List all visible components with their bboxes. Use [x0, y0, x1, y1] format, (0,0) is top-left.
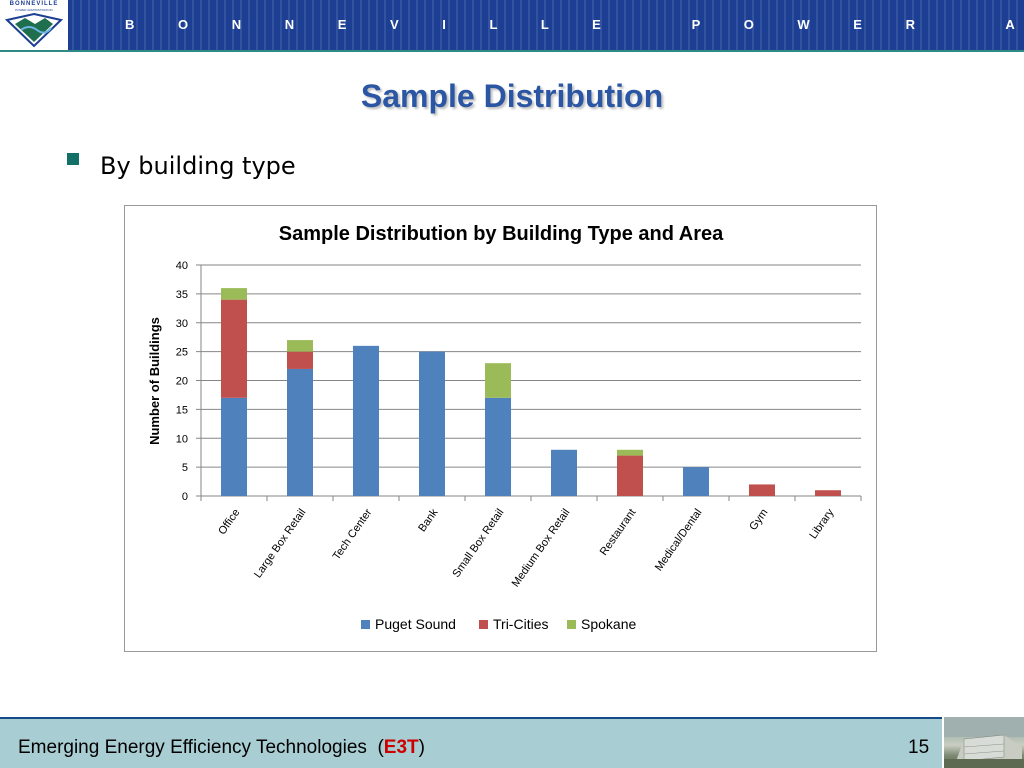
bar-segment: [419, 351, 445, 496]
x-tick-label: Tech Center: [331, 507, 375, 563]
legend-swatch: [361, 620, 370, 629]
bar-segment: [287, 340, 313, 352]
bullet-text: By building type: [100, 152, 296, 180]
header-divider: [0, 50, 1024, 52]
slide-title: Sample Distribution: [360, 78, 664, 114]
bar-segment: [617, 455, 643, 496]
bar-segment: [221, 288, 247, 300]
legend-label: Spokane: [581, 616, 636, 632]
bar-segment: [815, 490, 841, 496]
y-tick-label: 40: [176, 260, 188, 272]
bar-segment: [221, 299, 247, 398]
bpa-shield-logo-icon: [5, 12, 63, 48]
footer-close-paren: ): [418, 737, 425, 758]
bar-segment: [551, 449, 577, 496]
bar-segment: [287, 351, 313, 369]
legend-swatch: [567, 620, 576, 629]
bar-segment: [683, 467, 709, 496]
y-tick-label: 30: [176, 318, 188, 330]
legend-label: Puget Sound: [375, 616, 456, 632]
bar-segment: [221, 397, 247, 496]
square-bullet-icon: [67, 153, 79, 165]
organization-name: B O N N E V I L L E P O W E R A D M I N …: [125, 17, 1014, 32]
y-tick-label: 35: [176, 289, 188, 301]
x-tick-label: Large Box Retail: [252, 507, 308, 581]
x-tick-label: Library: [807, 506, 836, 541]
x-tick-label: Office: [216, 507, 242, 537]
bars: [221, 288, 841, 496]
footer-open-paren: (: [377, 737, 384, 758]
y-tick-label: 20: [176, 376, 188, 388]
footer-acronym: E3T: [383, 737, 419, 758]
page-number: 15: [908, 737, 930, 758]
building-photo-graphic: [944, 717, 1024, 768]
x-tick-label: Gym: [747, 507, 770, 533]
y-tick-label: 15: [176, 404, 188, 416]
y-tick-label: 25: [176, 347, 188, 359]
legend-label: Tri-Cities: [493, 616, 548, 632]
footer-title-text: Emerging Energy Efficiency Technologies: [18, 737, 367, 758]
building-photo-icon: [944, 717, 1024, 768]
bar-segment: [749, 484, 775, 496]
bar-segment: [485, 397, 511, 496]
bar-segment: [353, 345, 379, 496]
x-tick-label: Small Box Retail: [450, 507, 506, 580]
footer-bar: Emerging Energy Efficiency Technologies …: [0, 717, 942, 768]
bpa-logo: BONNEVILLE POWER ADMINISTRATION: [0, 0, 68, 50]
logo-text: BONNEVILLE: [9, 1, 59, 7]
x-tick-label: Medium Box Retail: [510, 507, 573, 590]
y-tick-label: 5: [182, 462, 188, 474]
legend: Puget Sound Tri-Cities Spokane: [361, 616, 636, 632]
x-tick-label: Bank: [416, 506, 440, 534]
stacked-bar-chart: Sample Distribution by Building Type and…: [147, 223, 862, 632]
y-tick-label: 10: [176, 433, 188, 445]
logo-subtext: POWER ADMINISTRATION: [15, 8, 53, 12]
chart-container: Sample Distribution by Building Type and…: [124, 205, 877, 652]
chart-title: Sample Distribution by Building Type and…: [279, 223, 724, 245]
y-tick-label: 0: [182, 491, 188, 503]
bar-segment: [617, 449, 643, 456]
y-axis-title: Number of Buildings: [147, 317, 162, 445]
header-banner: BONNEVILLE POWER ADMINISTRATION B O N N …: [0, 0, 1024, 50]
x-tick-label: Medical/Dental: [653, 507, 705, 573]
bar-segment: [485, 363, 511, 398]
banner-texture: [0, 0, 1024, 50]
legend-swatch: [479, 620, 488, 629]
footer-title: Emerging Energy Efficiency Technologies …: [18, 737, 425, 759]
x-tick-label: Restaurant: [598, 507, 639, 558]
bar-segment: [287, 368, 313, 496]
